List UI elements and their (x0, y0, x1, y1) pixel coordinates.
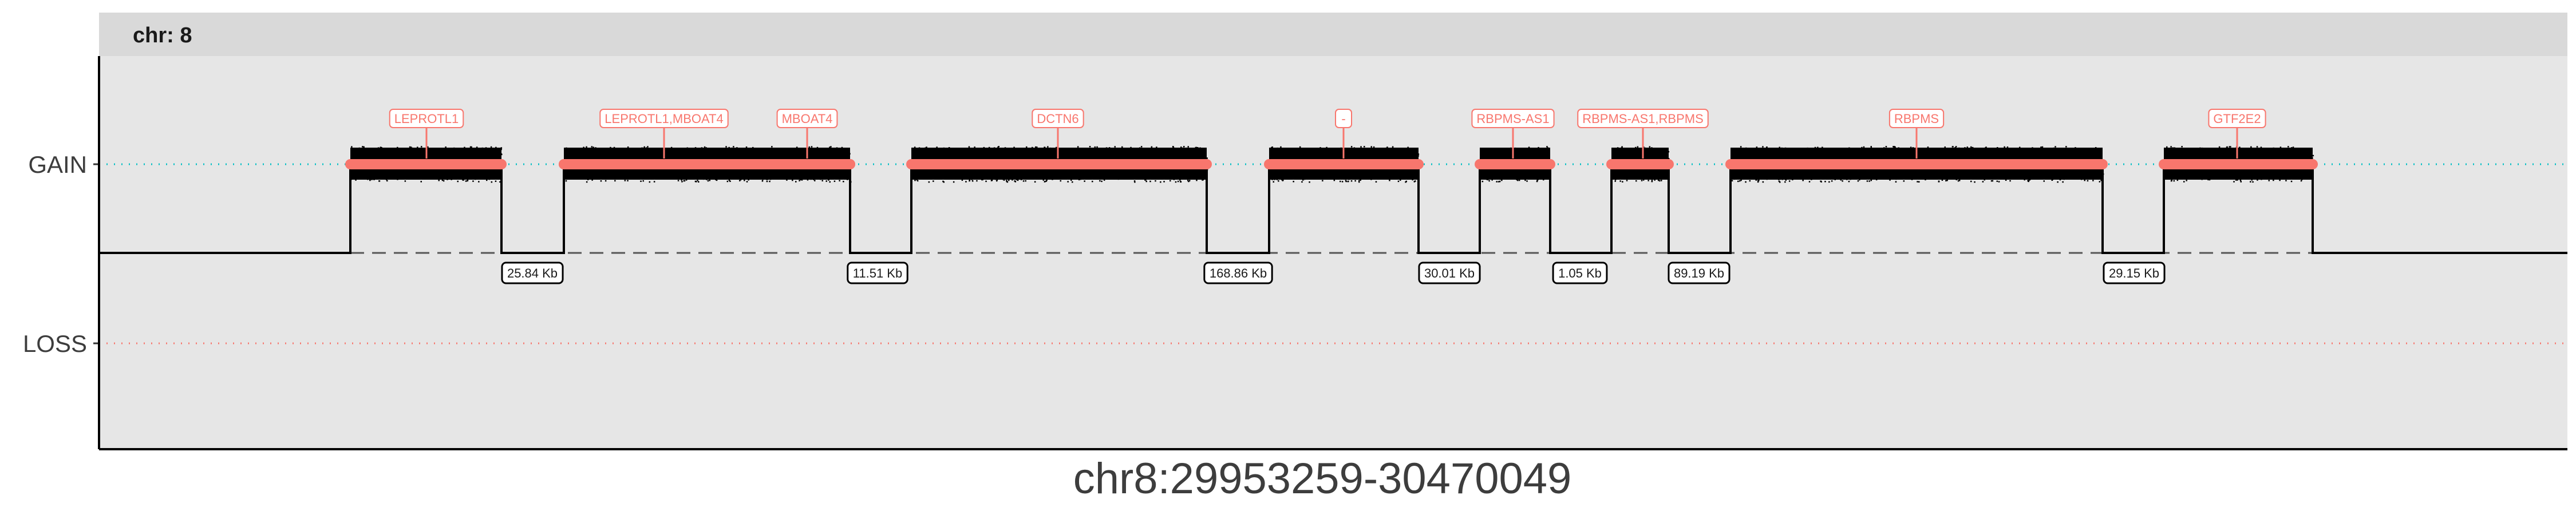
gap-label-4: 30.01 Kb (1418, 262, 1481, 284)
gene-label-9: GTF2E2 (2208, 109, 2266, 159)
gene-label-text-5: - (1341, 112, 1345, 126)
step-path (99, 163, 2567, 254)
gap-label-5: 1.05 Kb (1552, 262, 1608, 284)
gene-label-box-8 (1888, 109, 1945, 128)
gap-label-box-3 (1203, 262, 1273, 284)
gap-label-box-1 (501, 262, 564, 284)
gene-label-box-7 (1577, 109, 1709, 128)
gene-label-box-9 (2208, 109, 2266, 128)
gene-labels: LEPROTL1 LEPROTL1,MBOAT4 MBOAT4 DCTN6 - RBPMS… (389, 109, 2266, 159)
gene-label-box-2 (599, 109, 729, 128)
gap-label-text-7: 29.15 Kb (2109, 266, 2159, 280)
gap-label-box-2 (847, 262, 908, 284)
gap-label-text-1: 25.84 Kb (507, 266, 558, 280)
gene-label-2: LEPROTL1,MBOAT4 (599, 109, 729, 159)
gap-label-3: 168.86 Kb (1203, 262, 1273, 284)
gene-label-text-9: GTF2E2 (2213, 112, 2261, 126)
gene-label-box-6 (1471, 109, 1555, 128)
gene-label-box-3 (776, 109, 838, 128)
gene-label-box-5 (1335, 109, 1352, 128)
gene-label-text-7: RBPMS-AS1,RBPMS (1582, 112, 1704, 126)
gene-label-4: DCTN6 (1032, 109, 1084, 159)
gap-label-box-6 (1668, 262, 1730, 284)
gene-label-7: RBPMS-AS1,RBPMS (1577, 109, 1709, 159)
x-axis-title: chr8:29953259-30470049 (1073, 454, 1572, 503)
point-cloud-jitter-2 (564, 146, 852, 183)
gene-label-text-6: RBPMS-AS1 (1476, 112, 1549, 126)
gap-label-box-4 (1418, 262, 1481, 284)
facet-label: chr: 8 (133, 23, 192, 47)
facet-strip (99, 13, 2567, 56)
gene-label-text-4: DCTN6 (1037, 112, 1078, 126)
gene-label-box-1 (389, 109, 464, 128)
y-tick-label-gain: GAIN (28, 151, 87, 178)
gap-label-text-6: 89.19 Kb (1674, 266, 1724, 280)
gap-label-box-5 (1552, 262, 1608, 284)
gene-label-1: LEPROTL1 (389, 109, 464, 159)
gene-label-6: RBPMS-AS1 (1471, 109, 1555, 159)
point-cloud-jitter-7 (1730, 146, 2104, 183)
gap-label-6: 89.19 Kb (1668, 262, 1730, 284)
gap-label-2: 11.51 Kb (847, 262, 908, 284)
gene-label-text-3: MBOAT4 (782, 112, 833, 126)
gene-label-box-4 (1032, 109, 1084, 128)
gap-labels: 25.84 Kb 11.51 Kb 168.86 Kb 30.01 Kb 1.05 Kb… (501, 262, 2166, 284)
coverage-step-line (99, 163, 2567, 254)
gap-label-text-2: 11.51 Kb (853, 266, 902, 280)
gene-label-8: RBPMS (1888, 109, 1945, 159)
gap-label-text-4: 30.01 Kb (1424, 266, 1475, 280)
gene-label-text-8: RBPMS (1894, 112, 1939, 126)
gene-label-text-1: LEPROTL1 (394, 112, 459, 126)
gap-label-text-5: 1.05 Kb (1558, 266, 1602, 280)
gap-label-text-3: 168.86 Kb (1210, 266, 1267, 280)
gap-label-1: 25.84 Kb (501, 262, 564, 284)
gene-label-text-2: LEPROTL1,MBOAT4 (605, 112, 723, 126)
gap-label-7: 29.15 Kb (2103, 262, 2166, 284)
gene-label-3: MBOAT4 (776, 109, 838, 159)
y-tick-label-loss: LOSS (23, 330, 87, 357)
gap-label-box-7 (2103, 262, 2166, 284)
gene-label-5: - (1335, 109, 1352, 159)
